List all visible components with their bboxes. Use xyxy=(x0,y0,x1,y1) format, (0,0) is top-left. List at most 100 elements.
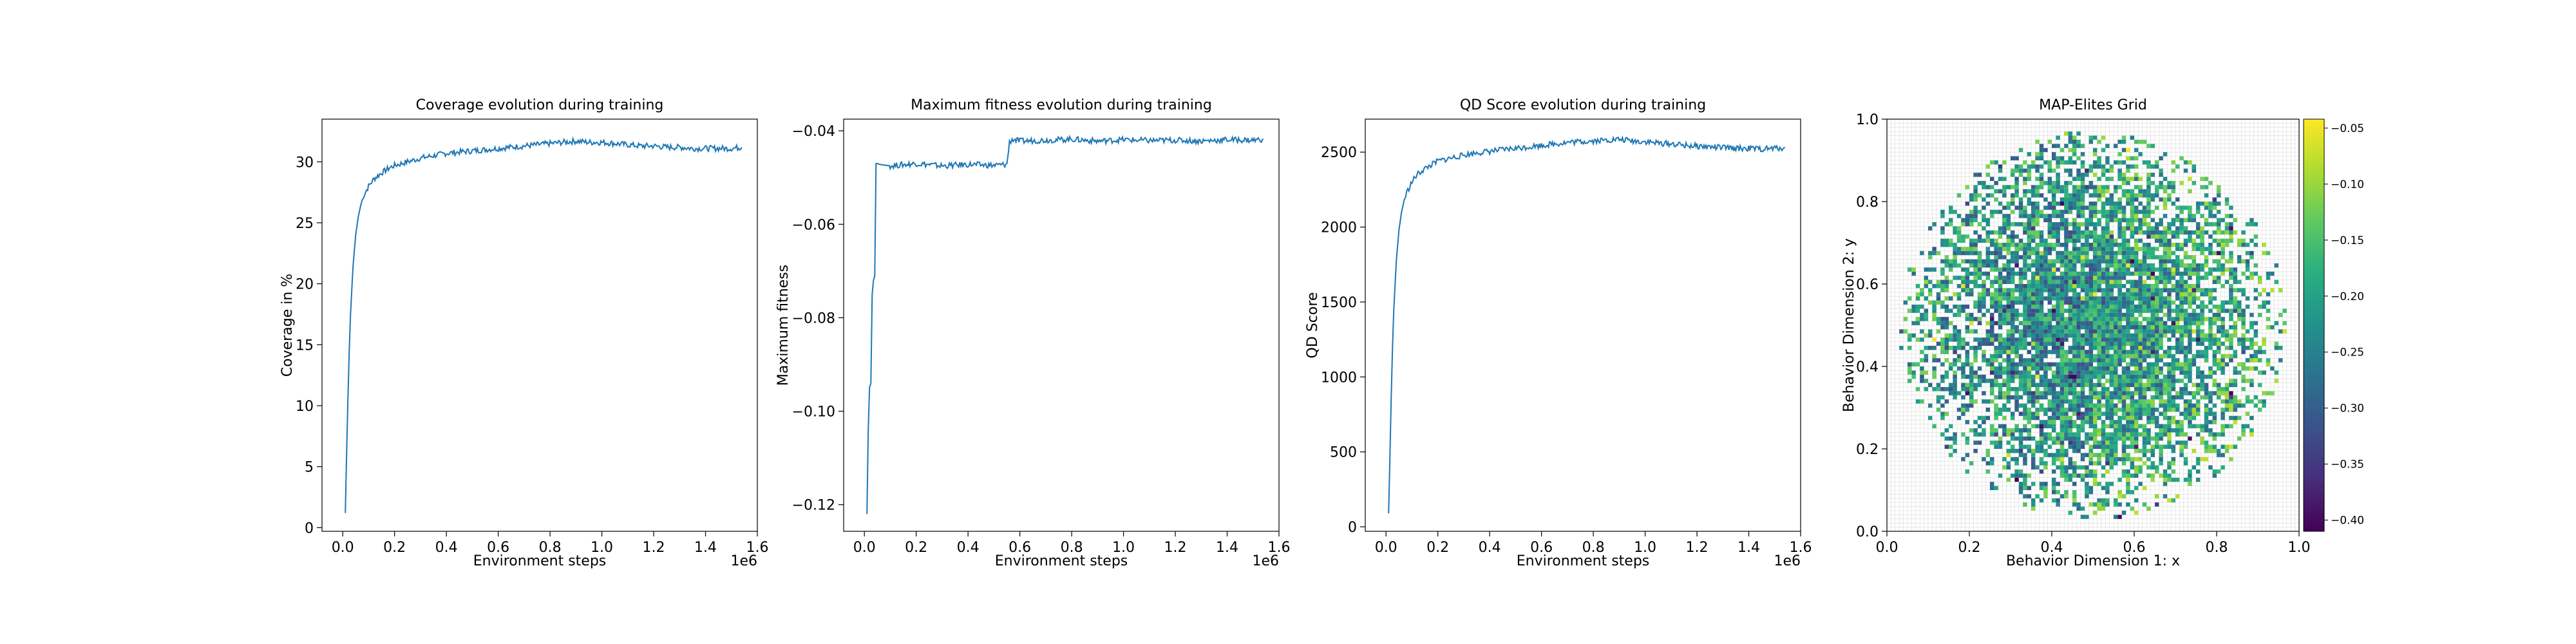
grid-cell xyxy=(2035,185,2040,189)
grid-cell xyxy=(2159,333,2163,338)
grid-cell xyxy=(2088,370,2093,375)
grid-cell xyxy=(2146,465,2151,469)
grid-cell xyxy=(2212,288,2217,292)
grid-cell xyxy=(2188,424,2192,428)
grid-cell xyxy=(1990,214,1994,218)
grid-cell xyxy=(2188,218,2192,222)
grid-cell xyxy=(2208,209,2213,214)
grid-cell xyxy=(2076,432,2081,437)
grid-cell xyxy=(2011,379,2015,383)
grid-cell xyxy=(1982,341,1986,346)
grid-cell xyxy=(2043,205,2048,210)
grid-cell xyxy=(2192,354,2196,359)
grid-cell xyxy=(2031,325,2036,330)
grid-cell xyxy=(2126,391,2130,395)
grid-cell xyxy=(2002,247,2007,251)
grid-cell xyxy=(2064,222,2069,227)
grid-cell xyxy=(2126,436,2130,441)
x-axis-label: Environment steps xyxy=(473,553,607,569)
grid-cell xyxy=(2249,251,2254,256)
grid-cell xyxy=(2204,222,2209,227)
grid-cell xyxy=(1932,346,1937,350)
grid-cell xyxy=(2159,222,2163,227)
grid-cell xyxy=(2188,292,2192,297)
grid-cell xyxy=(2011,333,2015,338)
grid-cell xyxy=(1973,251,1978,256)
grid-cell xyxy=(2023,271,2027,276)
grid-cell xyxy=(2188,317,2192,321)
grid-cell xyxy=(2134,444,2139,449)
grid-cell xyxy=(2052,490,2056,495)
grid-cell xyxy=(1973,214,1978,218)
grid-cell xyxy=(2200,312,2204,317)
grid-cell xyxy=(2196,279,2201,284)
grid-cell xyxy=(2052,247,2056,251)
grid-cell xyxy=(2188,403,2192,408)
grid-cell xyxy=(1977,173,1982,177)
grid-cell xyxy=(2159,325,2163,330)
grid-cell xyxy=(2072,267,2077,272)
grid-cell xyxy=(1969,238,1974,243)
grid-cell xyxy=(1908,267,1912,272)
grid-cell xyxy=(2101,502,2106,507)
grid-cell xyxy=(1932,312,1937,317)
grid-cell xyxy=(2060,374,2065,379)
grid-cell xyxy=(2117,379,2122,383)
grid-cell xyxy=(1956,408,1962,412)
grid-cell xyxy=(2023,300,2027,305)
grid-cell xyxy=(2085,251,2089,256)
grid-cell xyxy=(2085,440,2089,445)
grid-cell xyxy=(2221,300,2225,305)
grid-cell xyxy=(1998,164,2003,169)
grid-cell xyxy=(2155,383,2159,387)
grid-cell xyxy=(2109,218,2114,222)
grid-cell xyxy=(2076,284,2081,289)
grid-cell xyxy=(2085,412,2089,416)
grid-cell xyxy=(2138,408,2143,412)
grid-cell xyxy=(2171,168,2175,173)
grid-cell xyxy=(1990,370,1994,375)
grid-cell xyxy=(2224,238,2230,243)
grid-cell xyxy=(2060,259,2065,263)
grid-cell xyxy=(2056,209,2060,214)
grid-cell xyxy=(2080,300,2085,305)
grid-cell xyxy=(2060,420,2065,424)
grid-cell xyxy=(2121,226,2126,231)
grid-cell xyxy=(2134,279,2139,284)
grid-cell xyxy=(2114,387,2118,392)
grid-cell xyxy=(2121,181,2126,185)
grid-cell xyxy=(2072,444,2077,449)
grid-cell xyxy=(2163,325,2168,330)
grid-cell xyxy=(2027,214,2031,218)
grid-cell xyxy=(2018,267,2023,272)
grid-cell xyxy=(2233,379,2237,383)
grid-cell xyxy=(2134,214,2139,218)
grid-cell xyxy=(2109,341,2114,346)
grid-cell xyxy=(2167,276,2172,280)
grid-cell xyxy=(2101,391,2106,395)
grid-cell xyxy=(1985,399,1990,404)
grid-cell xyxy=(2183,350,2188,354)
grid-cell xyxy=(2233,296,2237,301)
grid-cell xyxy=(2171,243,2175,247)
grid-cell xyxy=(2031,415,2036,421)
grid-cell xyxy=(2018,173,2023,177)
grid-cell xyxy=(2014,387,2019,392)
grid-cell xyxy=(2088,379,2093,383)
grid-cell xyxy=(2171,259,2175,263)
grid-cell xyxy=(2076,185,2081,189)
grid-cell xyxy=(2056,329,2060,334)
grid-cell xyxy=(2060,440,2065,445)
grid-cell xyxy=(2204,292,2209,297)
grid-cell xyxy=(2027,317,2031,321)
grid-cell xyxy=(2023,205,2027,210)
grid-cell xyxy=(2011,238,2015,243)
grid-cell xyxy=(2192,292,2196,297)
grid-cell xyxy=(2150,288,2155,292)
grid-cell xyxy=(2056,333,2060,338)
y-tick-label: −0.04 xyxy=(792,124,835,140)
grid-cell xyxy=(2002,222,2007,227)
grid-cell xyxy=(2130,490,2134,495)
grid-cell xyxy=(2018,292,2023,297)
grid-cell xyxy=(2229,341,2233,346)
